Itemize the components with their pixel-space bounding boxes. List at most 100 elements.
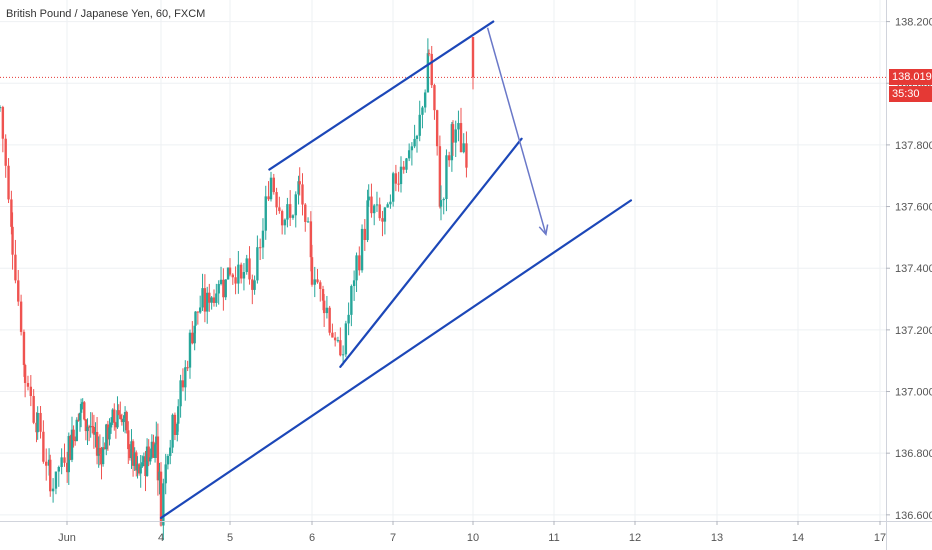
candle-body [301,184,304,205]
x-tick-label: 11 [548,532,559,544]
candle-body [297,181,300,195]
y-tick-label: 136.600 [895,510,932,522]
x-tick-label: 17 [874,532,886,544]
candle-body [155,436,158,445]
candle-body [430,53,433,86]
candle-body [108,427,111,440]
candle-body [120,419,124,423]
candle-body [313,279,316,285]
x-tick-label: Jun [58,532,76,544]
candle-body [89,426,92,428]
candle-body [267,196,270,200]
candle-body [113,409,116,423]
candle-body [201,288,204,308]
candle-body [355,255,358,281]
candle-body [242,272,246,279]
candle-body [162,483,165,526]
candle-body [261,230,265,248]
candle-body [198,307,202,313]
candle-body [75,419,78,442]
candle-body [304,204,307,222]
candle-body [60,457,63,467]
candle-body [171,414,174,448]
candle-body [164,464,167,484]
candle-body [86,426,89,432]
candle-body [191,332,194,344]
candle-body [239,264,243,279]
candle-body [109,422,113,428]
candle-body [234,277,237,284]
candle-body [418,114,421,136]
candle-body [222,279,225,298]
y-tick-label: 137.800 [895,140,932,152]
candle-body [32,396,35,423]
candle-body [350,286,353,315]
candle-body [206,292,209,312]
candle-body [258,247,262,249]
candle-body [111,409,114,423]
candle-body [105,424,108,450]
candle-body [142,456,146,463]
candle-body [72,429,75,441]
x-tick-label: 10 [467,532,479,544]
candle-body [150,441,154,458]
candle-body [256,247,259,281]
candle-body [173,414,177,435]
x-tick-label: 6 [309,532,315,544]
candle-body [81,402,84,404]
candle-body [196,311,200,313]
candle-body [23,364,27,383]
candle-body [83,402,86,420]
candle-body [331,332,334,338]
candle-body [97,447,100,456]
candle-body [137,464,141,474]
candle-body [100,454,103,465]
candle-body [87,426,91,428]
candle-body [381,218,384,222]
candle-body [186,367,189,369]
candle-body [454,129,457,143]
candle-body [459,123,463,153]
candle-body [98,447,102,455]
candle-body [319,282,322,289]
candle-body [125,412,128,431]
candle-body [386,204,389,208]
candle-body [410,146,414,151]
candle-body [264,196,267,231]
candle-body [321,288,325,301]
candle-body [283,219,287,226]
candle-body [407,150,411,159]
candle-body [333,337,337,341]
candle-body [139,466,142,474]
candle-body [339,340,342,356]
candle-body [294,194,297,216]
candle-body [54,471,58,489]
candle-body [352,280,356,287]
candle-body [14,254,17,281]
candle-body [427,53,431,55]
trendline [159,199,633,520]
candle-body [149,457,152,462]
candle-body [210,297,213,303]
candle-body [212,297,216,303]
candle-body [101,447,105,465]
x-tick-label: 4 [158,532,164,544]
candle-body [306,221,310,223]
candle-body [79,403,83,413]
candle-body [457,123,460,130]
candle-body [272,177,275,193]
candle-body [383,207,387,222]
candle-body [84,419,88,432]
candle-body [193,325,196,344]
candle-body [433,85,436,111]
candle-body [159,471,163,526]
candle-body [378,204,381,219]
candle-body [366,200,369,241]
candle-body [91,426,94,428]
candle-body [17,280,20,302]
candle-body [288,204,292,218]
candle-body [423,92,427,108]
y-tick-label: 137.400 [895,263,932,275]
